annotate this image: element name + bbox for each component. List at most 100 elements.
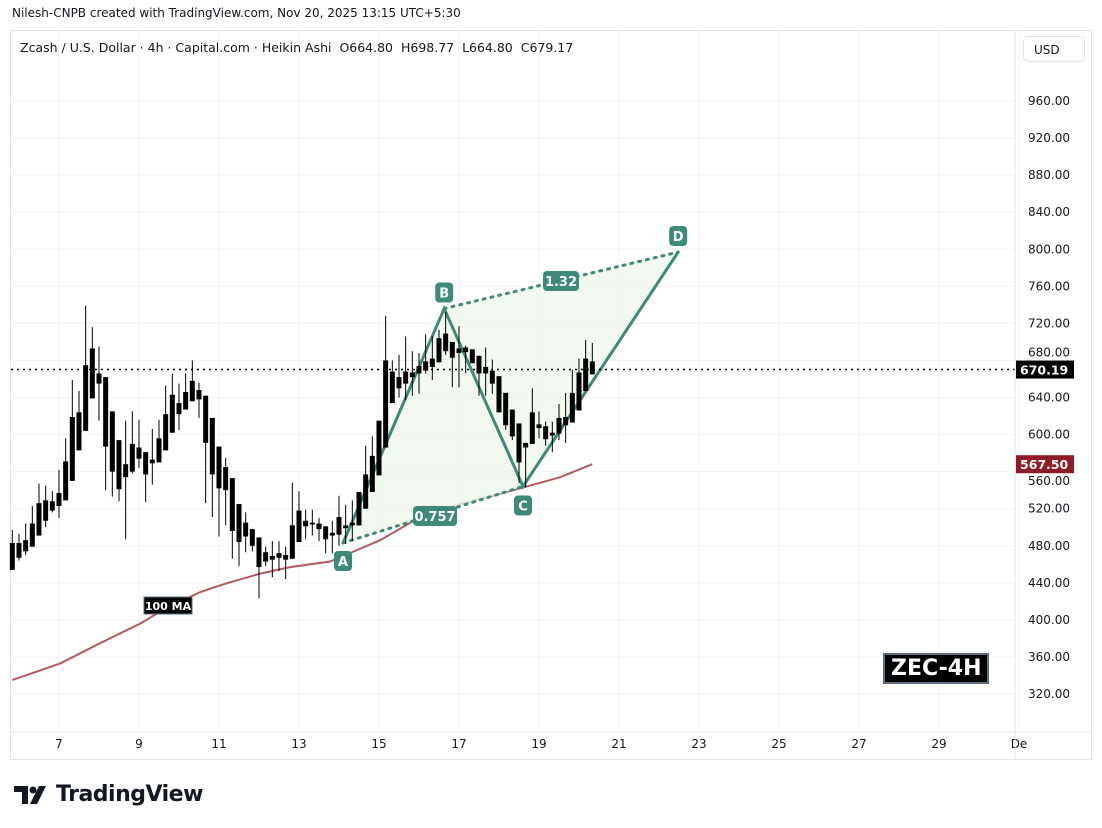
candle — [369, 436, 375, 493]
candle — [396, 354, 402, 398]
candle — [463, 345, 469, 374]
candle-body — [303, 520, 309, 527]
candle — [449, 341, 455, 388]
candle — [56, 469, 62, 518]
point-label-d: D — [673, 230, 684, 245]
candle — [296, 491, 302, 543]
candle-body — [16, 542, 22, 558]
y-tick-label: 400.00 — [1028, 613, 1070, 627]
x-tick-label: 19 — [531, 737, 546, 751]
candle — [416, 353, 422, 394]
candle — [203, 395, 209, 504]
candle-body — [176, 403, 182, 415]
candle — [583, 340, 589, 392]
candle-body — [549, 432, 555, 436]
candle — [103, 377, 109, 491]
currency-button[interactable]: USD — [1023, 36, 1085, 62]
candle-body — [516, 423, 522, 463]
candle — [429, 336, 435, 380]
candle-body — [43, 500, 49, 521]
y-tick-label: 880.00 — [1028, 168, 1070, 182]
point-label-a-box — [334, 550, 352, 571]
candle-body — [503, 392, 509, 426]
candle — [376, 420, 382, 476]
candle — [156, 419, 162, 463]
chart-frame[interactable] — [10, 30, 1092, 760]
candle — [256, 537, 262, 599]
y-tick-label: 360.00 — [1028, 650, 1070, 664]
candle-body — [469, 349, 475, 364]
candle-body — [563, 416, 569, 426]
candle-body — [9, 542, 15, 570]
candle — [229, 478, 235, 559]
candle-body — [423, 361, 429, 371]
candle — [209, 417, 215, 518]
candle-body — [296, 510, 302, 543]
ma-name-badge — [143, 596, 193, 615]
candle-body — [336, 517, 342, 535]
candle-body — [489, 370, 495, 384]
y-tick-label: 760.00 — [1028, 279, 1070, 293]
symbol-legend: Zcash / U.S. Dollar · 4h · Capital.com ·… — [20, 40, 573, 55]
candle — [49, 491, 55, 513]
ratio-label-ac: 0.757 — [414, 510, 455, 525]
y-tick-label: 520.00 — [1028, 502, 1070, 516]
tradingview-logo-icon — [14, 785, 46, 804]
candle-body — [389, 371, 395, 404]
candle — [176, 383, 182, 430]
candle — [236, 504, 242, 567]
candle-body — [183, 391, 189, 410]
tradingview-logo[interactable]: TradingView — [14, 782, 203, 807]
pattern-fill — [343, 252, 679, 543]
candle — [329, 520, 335, 554]
candle — [589, 342, 595, 375]
candle — [469, 349, 475, 364]
candle-body — [149, 459, 155, 464]
candle — [336, 495, 342, 546]
candle — [303, 509, 309, 540]
candle — [529, 388, 535, 444]
candle-body — [216, 446, 222, 489]
last-price-label: 670.19 — [1020, 363, 1068, 378]
candle — [436, 329, 442, 363]
candle — [289, 482, 295, 559]
candle — [129, 411, 135, 474]
y-tick-label: 680.00 — [1028, 346, 1070, 360]
candle-body — [456, 348, 462, 354]
candle-body — [63, 461, 69, 501]
candle-body — [356, 492, 362, 526]
candle-body — [249, 529, 255, 546]
candle — [456, 326, 462, 388]
legend-close: C679.17 — [520, 40, 574, 55]
candle-body — [96, 373, 102, 384]
x-tick-label: 11 — [211, 737, 226, 751]
x-tick-label: 23 — [691, 737, 706, 751]
candle-body — [436, 338, 442, 363]
candle — [23, 523, 29, 556]
candle-body — [276, 553, 282, 558]
candle-body — [89, 348, 95, 399]
y-tick-label: 920.00 — [1028, 131, 1070, 145]
candle — [503, 392, 509, 430]
x-tick-label: 17 — [451, 737, 466, 751]
candle — [69, 379, 75, 481]
candle-body — [23, 540, 29, 552]
candle — [269, 541, 275, 578]
candle-body — [29, 523, 35, 547]
candle — [216, 446, 222, 537]
candle — [243, 512, 249, 553]
y-tick-label: 320.00 — [1028, 687, 1070, 701]
candle — [489, 359, 495, 394]
x-tick-label: 15 — [371, 737, 386, 751]
candle-body — [496, 376, 502, 413]
candle — [76, 391, 82, 451]
candle — [136, 419, 142, 468]
x-tick-label: 9 — [135, 737, 143, 751]
candle — [516, 423, 522, 483]
point-label-b: B — [439, 287, 449, 302]
legend-high: H698.77 — [400, 40, 455, 55]
candle-body — [136, 447, 142, 459]
candle-body — [263, 552, 269, 562]
candle — [149, 429, 155, 485]
